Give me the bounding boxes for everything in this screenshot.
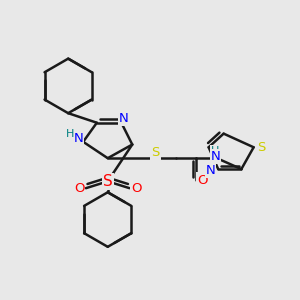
Text: O: O: [131, 182, 142, 195]
Text: O: O: [197, 173, 208, 187]
Text: N: N: [206, 164, 215, 177]
Text: H: H: [66, 129, 74, 139]
Text: S: S: [151, 146, 160, 159]
Text: N: N: [211, 150, 220, 163]
Text: N: N: [74, 132, 83, 145]
Text: S: S: [257, 141, 266, 154]
Text: N: N: [119, 112, 128, 125]
Text: O: O: [74, 182, 84, 195]
Text: S: S: [103, 174, 112, 189]
Text: H: H: [211, 146, 220, 155]
